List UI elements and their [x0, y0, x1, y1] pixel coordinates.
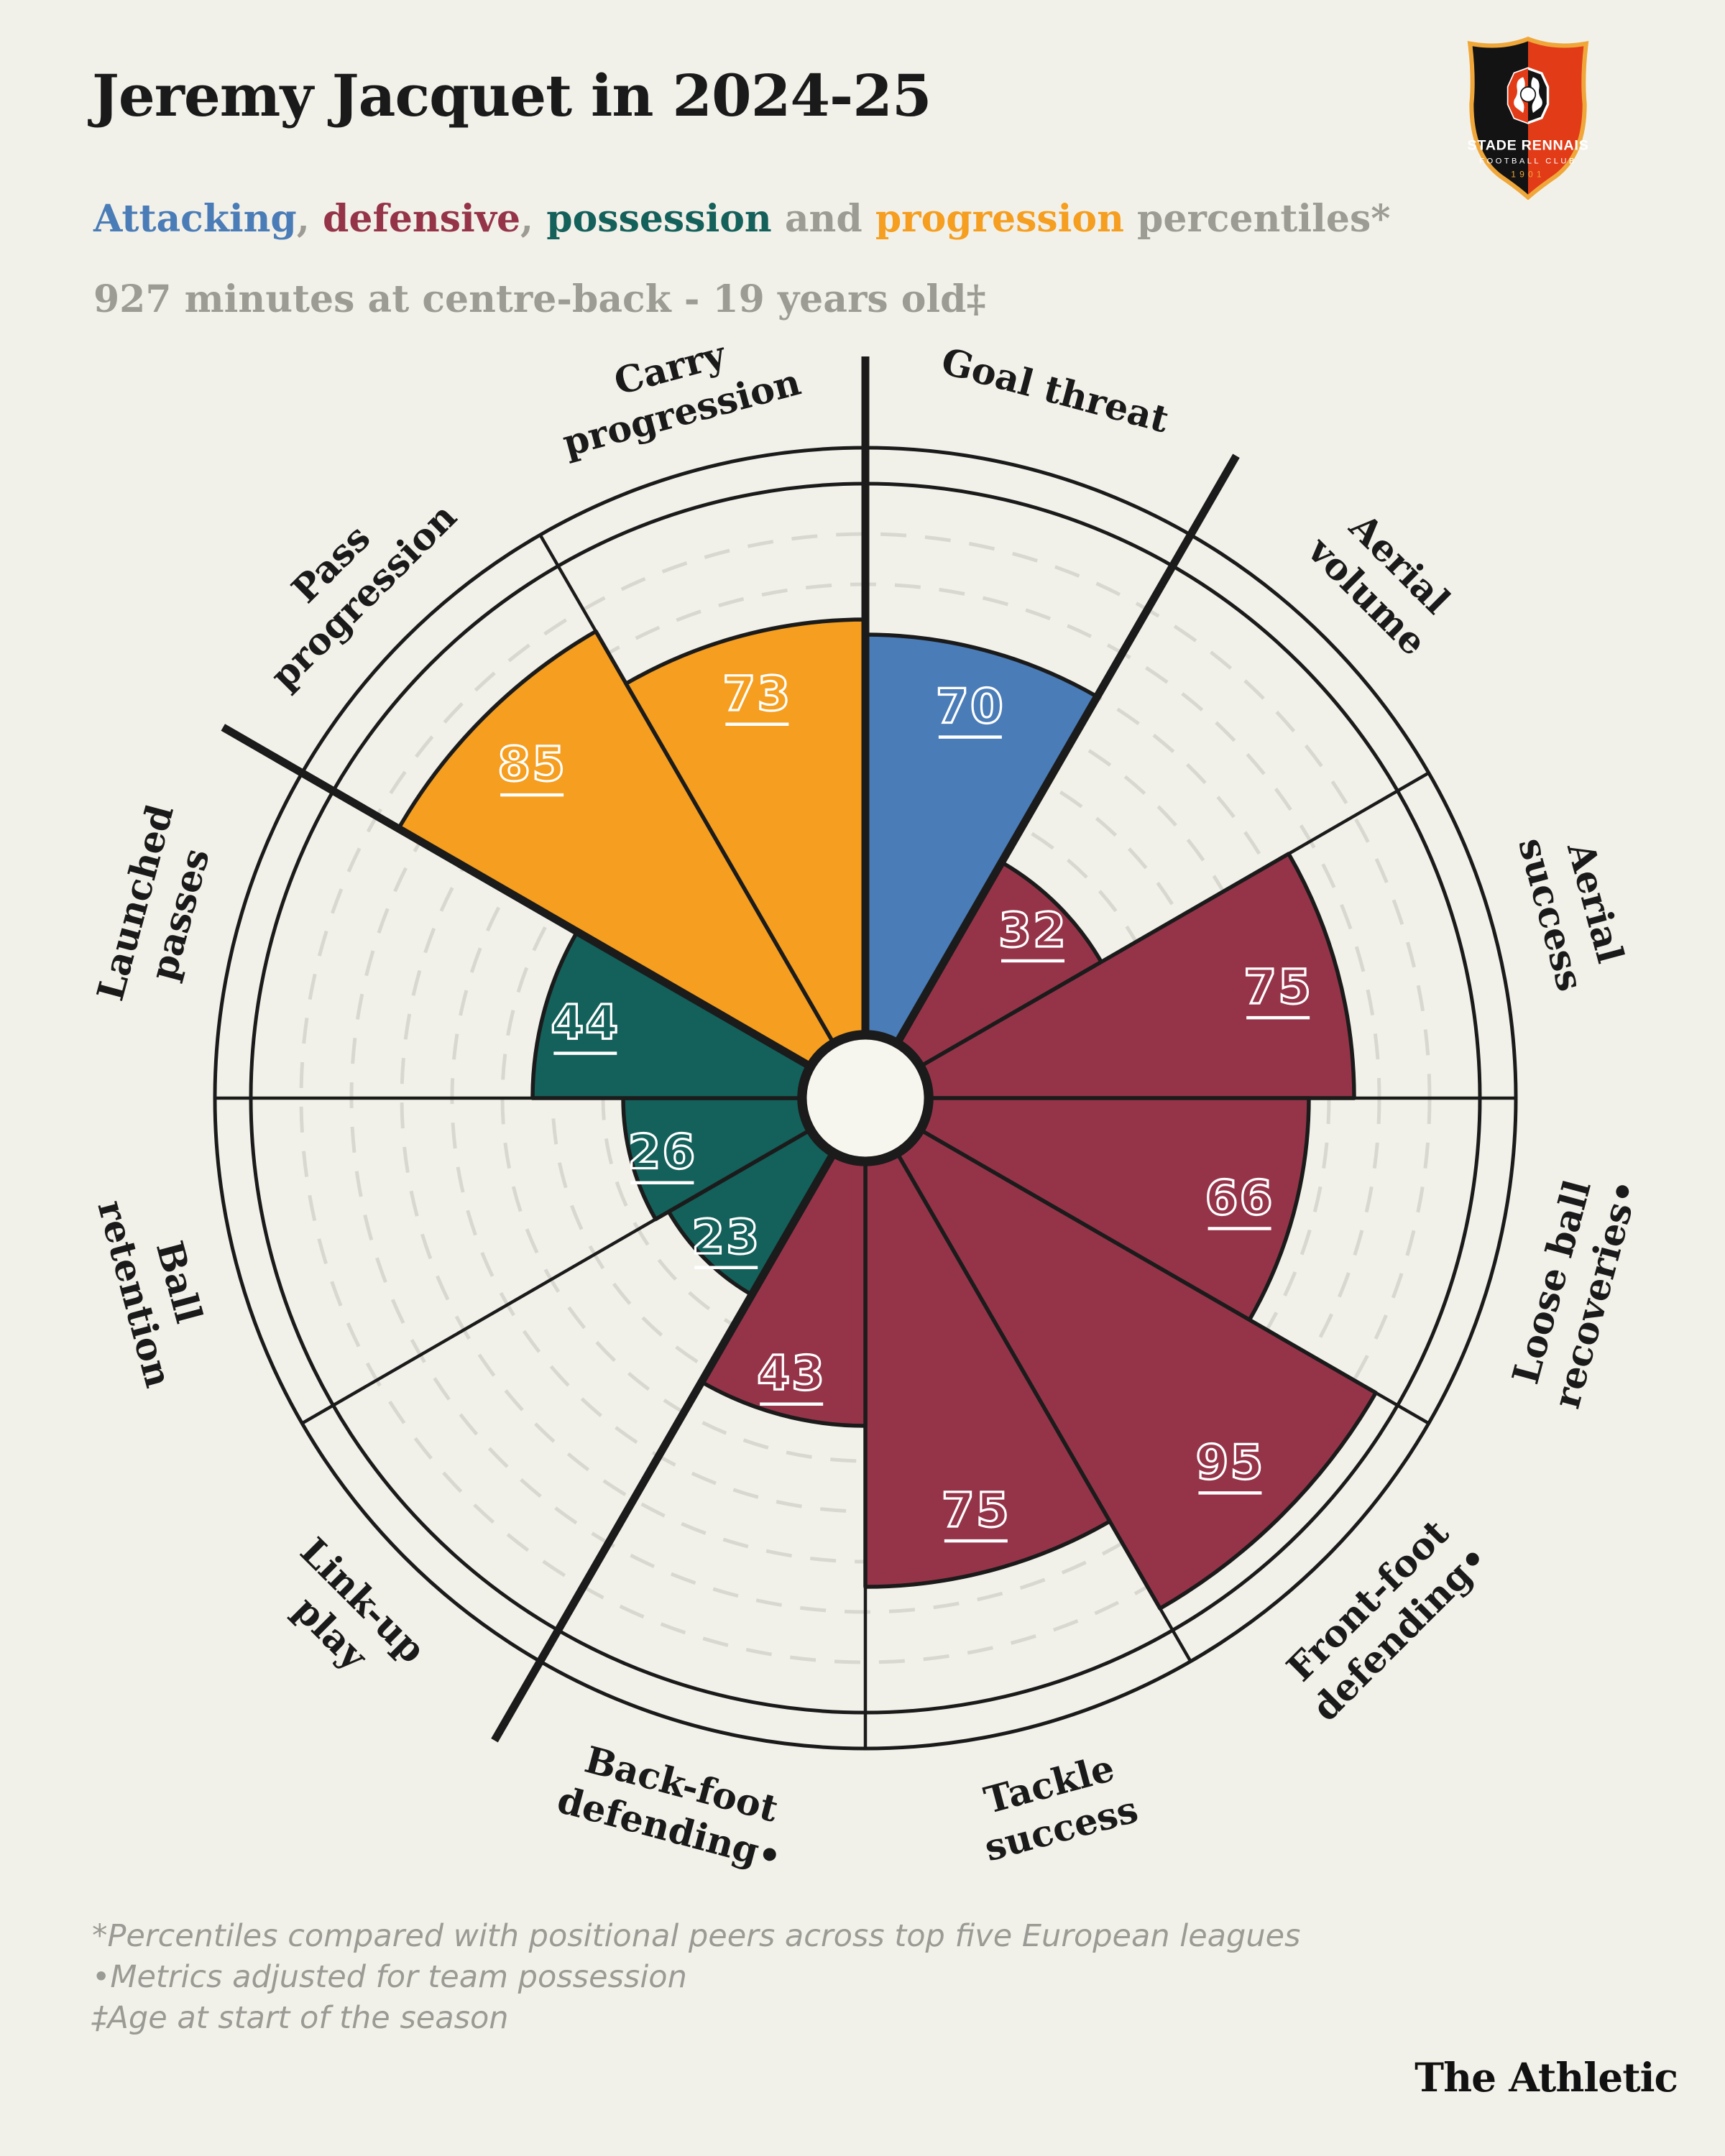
club-crest: STADE RENNAIS FOOTBALL CLUB 1901 [1467, 36, 1589, 200]
axis-label-ball-retention: Ballretention [88, 1184, 224, 1392]
crest-horse-right [1531, 77, 1542, 114]
legend-defensive: defensive [323, 197, 521, 241]
value-link-up-play: 23 [691, 1210, 760, 1265]
value-aerial-success: 75 [1243, 959, 1312, 1015]
player-info-line: 927 minutes at centre-back - 19 years ol… [93, 277, 986, 321]
legend-progression: progression [875, 197, 1124, 241]
group-boundary-30 [890, 453, 1240, 1052]
subtitle-and: and [771, 197, 875, 241]
value-carry-progression: 73 [722, 666, 791, 722]
axis-label-launched-passes: Launchedpasses [89, 800, 227, 1017]
subtitle-percentiles: percentiles* [1123, 197, 1391, 241]
footnotes: *Percentiles compared with positional pe… [92, 1916, 1386, 2039]
crest-octagon [1506, 67, 1550, 124]
crest-founded-year: 1901 [1511, 170, 1545, 180]
page-title: Jeremy Jacquet in 2024-25 [92, 62, 932, 129]
publisher-wordmark: The Athletic [1414, 2054, 1678, 2101]
axis-label-back-foot-defending: Back-footdefending• [553, 1734, 798, 1880]
chart-subtitle: Attacking, defensive, possession and pro… [93, 197, 1531, 241]
footnote-age: ‡Age at start of the season [92, 2000, 509, 2036]
value-pass-progression: 85 [497, 737, 566, 792]
group-boundary-300 [221, 724, 819, 1074]
value-loose-ball-recoveries: 66 [1205, 1170, 1274, 1225]
legend-attacking: Attacking [93, 197, 297, 241]
subtitle-sep-2: , [520, 197, 547, 241]
axis-label-carry-progression: Carryprogression [546, 316, 805, 466]
subtitle-sep-1: , [296, 197, 323, 241]
value-aerial-volume: 32 [998, 903, 1067, 958]
axis-label-link-up-play: Link-upplay [259, 1530, 434, 1705]
group-boundary-210 [491, 1144, 841, 1743]
crest-club-name: STADE RENNAIS [1468, 138, 1589, 154]
value-goal-threat: 70 [936, 679, 1005, 734]
axis-label-tackle-success: Tacklesuccess [968, 1743, 1142, 1870]
value-launched-passes: 44 [551, 995, 620, 1051]
crest-shield-border [1467, 36, 1589, 200]
value-tackle-success: 75 [942, 1483, 1011, 1538]
crest-horse-left [1514, 77, 1525, 114]
chart-center-hole [797, 1030, 934, 1166]
value-front-foot-defending: 95 [1195, 1434, 1264, 1490]
footnote-possession-adjusted: •Metrics adjusted for team possession [92, 1959, 687, 1995]
axis-label-front-foot-defending: Front-footdefending• [1271, 1504, 1497, 1730]
axis-label-aerial-success: Aerialsuccess [1509, 821, 1636, 995]
legend-possession: possession [546, 197, 772, 241]
footnote-percentiles: *Percentiles compared with positional pe… [92, 1918, 1301, 1954]
axis-label-goal-threat: Goal threat [937, 340, 1173, 442]
axis-label-loose-ball-recoveries: Loose ballrecoveries• [1501, 1164, 1647, 1413]
value-ball-retention: 26 [627, 1125, 696, 1180]
crest-ball [1519, 86, 1537, 103]
crest-club-sub: FOOTBALL CLUB [1479, 157, 1577, 166]
value-back-foot-defending: 43 [757, 1346, 826, 1401]
